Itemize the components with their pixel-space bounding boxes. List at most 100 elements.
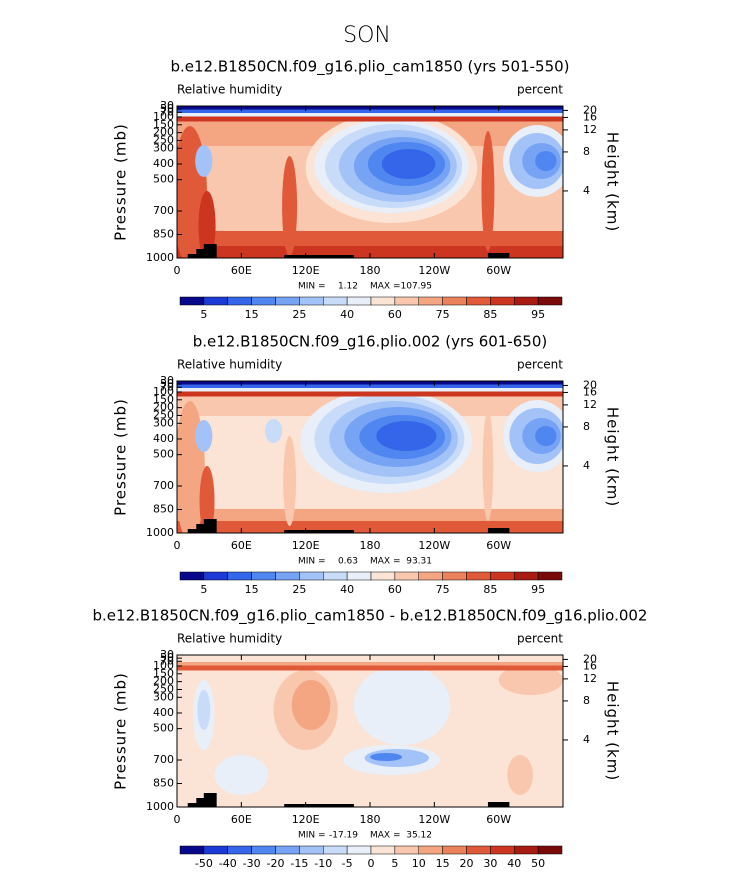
colorbar-label: 60: [388, 583, 402, 596]
min-value: 1.12: [338, 282, 358, 292]
y-tick-label: 500: [153, 448, 174, 461]
contour-band: [177, 388, 563, 392]
colorbar-box: [203, 845, 228, 855]
max-label: MAX =: [370, 557, 401, 567]
colorbar-box: [251, 571, 276, 581]
x-tick-label: 180: [360, 264, 381, 277]
y-tick-label: 150: [153, 118, 174, 131]
colorbar-label: 5: [391, 857, 398, 870]
contour-region: [283, 436, 297, 526]
colorbar-label: 10: [412, 857, 426, 870]
colorbar-box: [418, 296, 443, 306]
y2-tick-label: 8: [583, 420, 590, 433]
colorbar-box: [227, 571, 252, 581]
y2-tick-label: 20: [583, 103, 597, 116]
contour-region: [264, 419, 283, 443]
colorbar-label: -20: [267, 857, 285, 870]
y-tick-label: 50: [160, 102, 174, 115]
y-tick-label: 50: [160, 377, 174, 390]
colorbar-box: [537, 296, 563, 306]
colorbar-box: [203, 296, 228, 306]
topography: [187, 244, 510, 258]
contour-region: [291, 680, 331, 730]
x-tick-label: 120W: [418, 264, 450, 277]
y2-tick-label: 16: [583, 110, 597, 123]
colorbar-box: [299, 571, 324, 581]
colorbar-box: [370, 845, 396, 855]
contour-band: [177, 391, 563, 397]
colorbar-box: [490, 296, 515, 306]
y-tick-label: 400: [153, 706, 174, 719]
colorbar-box: [418, 845, 443, 855]
y2-axis-label: Height (km): [604, 132, 622, 232]
x-tick-label: 120E: [292, 813, 320, 826]
y-tick-label: 200: [153, 675, 174, 688]
colorbar-box: [299, 296, 324, 306]
y-tick-label: 100: [153, 659, 174, 672]
colorbar-label: -5: [342, 857, 353, 870]
y-tick-label: 850: [153, 776, 174, 789]
min-label: MIN =: [298, 831, 326, 841]
colorbar-box: [394, 296, 419, 306]
y-tick-label: 70: [160, 380, 174, 393]
colorbar-box: [251, 296, 276, 306]
colorbar-box: [370, 571, 396, 581]
topography: [187, 793, 510, 807]
x-tick-label: 60E: [231, 264, 252, 277]
x-tick-label: 60E: [231, 539, 252, 552]
colorbar-label: 75: [436, 308, 450, 321]
colorbar-box: [514, 845, 539, 855]
max-value: 93.31: [406, 557, 432, 567]
contour-region: [535, 426, 557, 446]
colorbar-label: 25: [292, 583, 306, 596]
contour-region: [214, 755, 269, 795]
colorbar-label: 15: [436, 857, 450, 870]
x-tick-label: 180: [360, 539, 381, 552]
colorbar-label: 85: [483, 583, 497, 596]
colorbar-box: [418, 571, 443, 581]
y-tick-label: 250: [153, 133, 174, 146]
colorbar-label: 15: [245, 308, 259, 321]
colorbar-label: 0: [368, 857, 375, 870]
colorbar-box: [490, 571, 515, 581]
y-axis-label: Pressure (mb): [112, 398, 130, 516]
y2-tick-label: 20: [583, 378, 597, 391]
y-tick-label: 300: [153, 416, 174, 429]
contour-region: [535, 151, 557, 171]
contour-region: [195, 145, 213, 177]
y-tick-label: 150: [153, 393, 174, 406]
y-tick-label: 250: [153, 682, 174, 695]
colorbar-box: [442, 571, 467, 581]
max-value: 35.12: [406, 831, 432, 841]
colorbar-box: [394, 571, 419, 581]
y2-axis-label: Height (km): [604, 407, 622, 507]
colorbar-box: [514, 571, 539, 581]
colorbar-box: [299, 845, 324, 855]
x-tick-label: 60E: [231, 813, 252, 826]
y2-tick-label: 16: [583, 385, 597, 398]
y-tick-label: 500: [153, 173, 174, 186]
y2-tick-label: 4: [583, 459, 590, 472]
y2-tick-label: 4: [583, 733, 590, 746]
y-tick-label: 400: [153, 432, 174, 445]
y-tick-label: 300: [153, 141, 174, 154]
colorbar-box: [442, 845, 467, 855]
x-tick-label: 120E: [292, 539, 320, 552]
colorbar-label: 95: [531, 583, 545, 596]
panel-title: b.e12.B1850CN.f09_g16.plio.002 (yrs 601-…: [193, 333, 548, 352]
x-tick-label: 180: [360, 813, 381, 826]
y2-tick-label: 16: [583, 659, 597, 672]
x-tick-label: 120W: [418, 539, 450, 552]
contour-region: [195, 420, 213, 452]
x-tick-label: 0: [174, 539, 181, 552]
contour-band: [177, 658, 563, 662]
min-label: MIN =: [298, 282, 326, 292]
subtitle-right: percent: [517, 632, 563, 646]
y2-axis-label: Height (km): [604, 681, 622, 781]
contour-region: [381, 149, 436, 179]
subtitle-left: Relative humidity: [177, 83, 282, 97]
y-tick-label: 200: [153, 401, 174, 414]
contour-region: [481, 131, 495, 251]
contour-band: [177, 384, 563, 388]
